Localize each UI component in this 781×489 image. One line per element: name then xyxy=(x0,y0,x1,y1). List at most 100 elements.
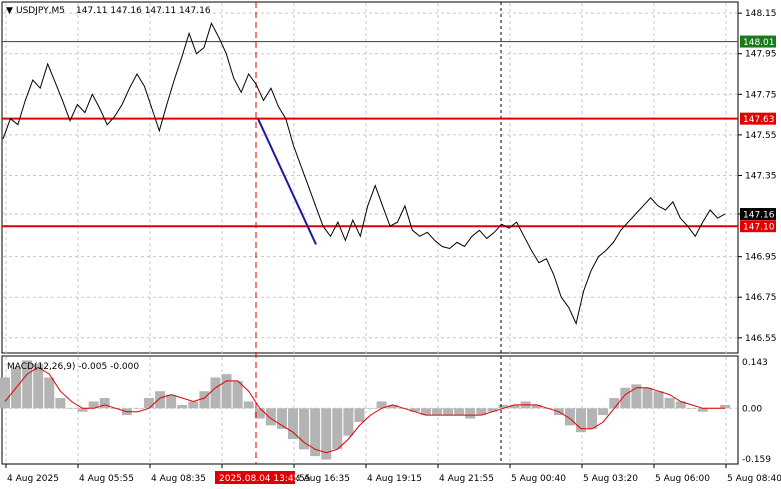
macd-histogram-bar xyxy=(487,408,498,412)
level-badge-148-01 xyxy=(740,35,776,48)
time-tick-label: 4 Aug 08:35 xyxy=(151,474,206,484)
macd-histogram-bar xyxy=(409,408,420,412)
price-tick-label: 148.15 xyxy=(745,9,777,19)
macd-histogram-bar xyxy=(88,401,99,409)
macd-histogram-bar xyxy=(33,363,44,409)
macd-histogram-bar xyxy=(631,384,642,409)
macd-histogram-bar xyxy=(310,408,321,457)
price-tick-label: 147.75 xyxy=(745,90,777,100)
macd-histogram-bar xyxy=(321,408,332,460)
time-tick-label: 4 Aug 2025 xyxy=(7,474,59,484)
macd-histogram-bar xyxy=(609,398,620,409)
ohlc-values: 147.11 147.16 147.11 147.16 xyxy=(76,6,211,16)
macd-histogram-bar xyxy=(432,408,442,416)
price-badges: 148.01 147.63 147.16 147.10 xyxy=(740,35,776,233)
time-tick-label: 5 Aug 06:00 xyxy=(655,474,710,484)
macd-histogram-bar xyxy=(443,408,454,416)
current-price-badge-label: 147.16 xyxy=(743,211,775,221)
macd-histogram-bar xyxy=(653,391,664,409)
macd-histogram-bar xyxy=(199,391,210,409)
symbol-label: USDJPY,M5 xyxy=(16,6,65,16)
macd-histogram-bar xyxy=(155,391,166,409)
macd-histogram-bar xyxy=(664,398,675,409)
time-tick-label: 4 Aug 21:55 xyxy=(439,474,494,484)
macd-histogram-bar xyxy=(254,408,265,419)
macd-histogram-bar xyxy=(675,401,686,409)
macd-histogram-bar xyxy=(99,398,110,409)
macd-histogram-bar xyxy=(465,408,476,419)
current-price-badge xyxy=(740,208,776,221)
level-badge-147-63-label: 147.63 xyxy=(743,115,775,125)
macd-histogram-bar xyxy=(44,377,55,409)
symbol-menu-icon[interactable]: ▼ xyxy=(6,6,13,16)
macd-histogram-bar xyxy=(376,401,387,409)
price-tick-label: 147.55 xyxy=(745,131,777,141)
time-tick-label: 5 Aug 08:40 xyxy=(727,474,781,484)
macd-histogram-bar xyxy=(587,408,598,429)
macd-histogram-bar xyxy=(77,408,88,412)
macd-histogram-bar xyxy=(642,387,653,409)
macd-histogram-bar xyxy=(232,380,243,409)
price-tick-label: 147.95 xyxy=(745,50,777,60)
macd-signal-line xyxy=(4,366,725,454)
macd-axis: 0.143 0.00 -0.159 xyxy=(742,358,771,465)
macd-histogram-bar xyxy=(55,398,66,409)
macd-histogram-bar xyxy=(276,408,287,429)
crosshair-time-label: 2025.08.04 13:45 xyxy=(219,474,299,484)
macd-histogram-bar xyxy=(243,401,254,409)
macd-histogram-bar xyxy=(354,408,365,422)
macd-histogram-bar xyxy=(66,408,77,409)
macd-histogram-bar xyxy=(476,408,487,416)
macd-pane-frame xyxy=(1,355,739,465)
macd-histogram-bar xyxy=(697,408,708,412)
macd-histogram-bar xyxy=(132,408,143,409)
time-tick-label: 4 Aug 19:15 xyxy=(367,474,422,484)
price-tick-label: 147.35 xyxy=(745,171,777,181)
macd-histogram-bar xyxy=(531,404,542,409)
macd-histogram-bar xyxy=(365,408,376,409)
macd-tick-label: 0.00 xyxy=(742,404,762,414)
level-badge-147-10 xyxy=(740,220,776,233)
price-tick-label: 146.95 xyxy=(745,253,777,263)
macd-histogram-bar xyxy=(221,374,232,409)
crosshair-time-tail: :55 xyxy=(296,474,310,484)
level-badge-147-10-label: 147.10 xyxy=(743,223,775,233)
time-tick-label: 5 Aug 00:40 xyxy=(511,474,566,484)
macd-histogram-bar xyxy=(22,360,33,409)
macd-histogram-bar xyxy=(620,387,631,409)
time-tick-label: 4 Aug 05:55 xyxy=(79,474,134,484)
crosshair-time-badge xyxy=(215,471,295,484)
macd-histogram-bar xyxy=(598,408,609,416)
macd-histogram-bar xyxy=(210,377,221,409)
time-tick-label: 4 Aug 16:35 xyxy=(295,474,350,484)
macd-histogram-bar xyxy=(265,408,276,426)
macd-histogram-bar xyxy=(454,408,465,416)
macd-histogram-bar xyxy=(0,377,10,409)
price-tick-label: 146.55 xyxy=(745,334,777,344)
macd-histogram-bar xyxy=(144,398,154,409)
macd-histogram xyxy=(0,360,730,460)
macd-histogram-bar xyxy=(686,408,697,409)
time-tick-label: 5 Aug 03:20 xyxy=(583,474,638,484)
macd-histogram-bar xyxy=(564,408,575,426)
macd-histogram-bar xyxy=(720,404,730,409)
macd-histogram-bar xyxy=(188,401,199,409)
macd-tick-label: 0.143 xyxy=(742,358,768,368)
macd-histogram-bar xyxy=(166,394,177,409)
macd-label: MACD(12,26,9) -0.005 -0.000 xyxy=(7,362,139,372)
macd-histogram-bar xyxy=(177,404,188,409)
macd-histogram-bar xyxy=(576,408,586,433)
macd-histogram-bar xyxy=(387,404,398,409)
macd-histogram-bar xyxy=(288,408,298,440)
main-pane-frame xyxy=(1,1,739,354)
price-tick-label: 146.75 xyxy=(745,293,777,303)
macd-histogram-bar xyxy=(509,404,520,409)
price-axis: 148.15 147.95 147.75 147.55 147.35 147.16 146.… xyxy=(738,9,777,344)
level-badge-148-01-label: 148.01 xyxy=(743,38,775,48)
macd-histogram-bar xyxy=(498,404,509,409)
trend-line[interactable] xyxy=(257,118,317,245)
macd-histogram-bar xyxy=(332,408,343,450)
macd-histogram-bar xyxy=(343,408,354,436)
